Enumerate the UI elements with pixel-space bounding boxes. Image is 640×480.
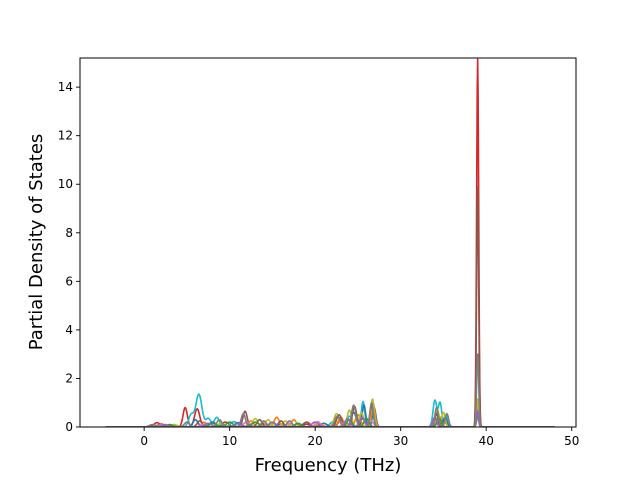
y-tick-label: 0 xyxy=(65,420,73,434)
y-tick-label: 2 xyxy=(65,371,73,385)
x-axis-label: Frequency (THz) xyxy=(255,455,402,476)
y-tick-label: 4 xyxy=(65,323,73,337)
x-tick-label: 40 xyxy=(479,434,494,448)
x-axis-ticks: 0 10 20 30 40 50 xyxy=(140,427,579,448)
x-tick-label: 10 xyxy=(222,434,237,448)
plot-frame xyxy=(79,57,577,428)
y-tick-label: 8 xyxy=(65,226,73,240)
y-axis-ticks: 0 2 4 6 8 10 12 14 xyxy=(58,80,80,434)
y-tick-label: 6 xyxy=(65,274,73,288)
y-axis-label: Partial Density of States xyxy=(26,134,47,351)
x-tick-label: 20 xyxy=(308,434,323,448)
y-tick-label: 10 xyxy=(58,177,73,191)
y-tick-label: 14 xyxy=(58,80,73,94)
y-tick-label: 12 xyxy=(58,129,73,143)
x-tick-label: 0 xyxy=(140,434,148,448)
x-tick-label: 50 xyxy=(564,434,579,448)
x-tick-label: 30 xyxy=(393,434,408,448)
